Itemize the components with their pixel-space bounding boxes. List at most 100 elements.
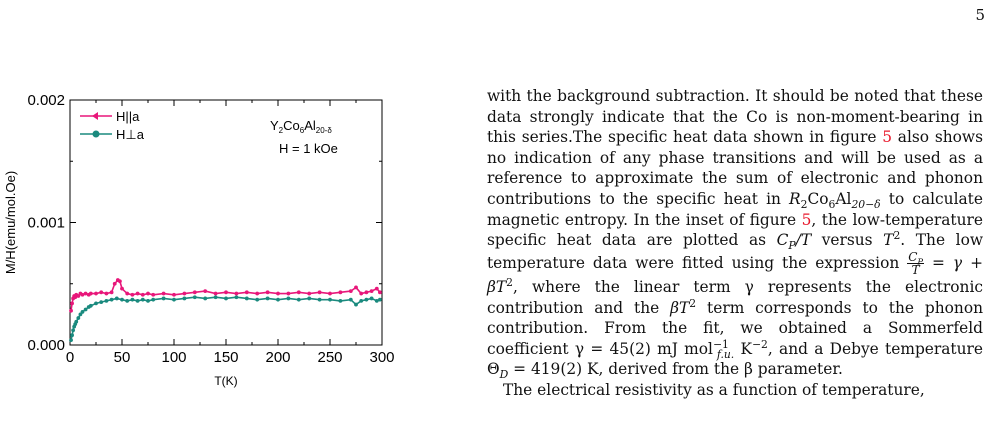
data-point-series-2 xyxy=(71,328,76,333)
text-segment: K xyxy=(734,339,753,358)
math-symbol: βT xyxy=(670,298,690,317)
data-point-series-1 xyxy=(109,290,114,295)
math-superscript: 2 xyxy=(506,275,514,289)
data-point-series-2 xyxy=(172,297,176,302)
data-point-series-1 xyxy=(328,291,332,296)
data-point-series-2 xyxy=(369,296,374,301)
math-subscript: P xyxy=(788,239,796,253)
x-tick-label: 50 xyxy=(114,349,131,366)
data-point-series-2 xyxy=(161,296,166,301)
data-point-series-2 xyxy=(328,297,332,302)
fraction: CP T xyxy=(907,250,925,278)
data-point-series-1 xyxy=(69,308,73,313)
data-point-series-2 xyxy=(286,296,291,301)
annotation-subscript: 20-δ xyxy=(316,126,333,135)
data-point-series-1 xyxy=(364,290,369,295)
figure-reference[interactable]: 5 xyxy=(882,128,893,147)
data-point-series-1 xyxy=(130,292,135,297)
data-point-series-2 xyxy=(88,303,93,308)
text-segment: , where the linear term γ represents the… xyxy=(487,277,983,317)
fraction-numerator: CP xyxy=(907,250,925,267)
data-point-series-1 xyxy=(88,291,93,296)
data-point-series-1 xyxy=(70,301,74,306)
data-point-series-1 xyxy=(118,279,122,284)
text-segment: term corresponds to the phonon contribut… xyxy=(487,298,983,358)
series-line-1 xyxy=(70,279,381,311)
data-point-series-2 xyxy=(354,302,358,307)
x-tick-label: 250 xyxy=(317,349,342,366)
data-point-series-2 xyxy=(83,307,88,312)
data-point-series-2 xyxy=(276,297,280,302)
x-tick-label: 150 xyxy=(213,349,238,366)
paragraph-2: The electrical resistivity as a function… xyxy=(503,380,925,399)
math-superscript: 2 xyxy=(689,296,697,310)
legend-label-2: H⊥a xyxy=(116,127,145,142)
x-tick-label: 300 xyxy=(369,349,394,366)
annotation-subscript: 2 xyxy=(279,126,284,135)
annotation-subscript: 6 xyxy=(300,126,305,135)
data-point-series-2 xyxy=(114,296,119,301)
y-tick-label: 0.001 xyxy=(27,215,65,232)
data-point-series-2 xyxy=(265,296,270,301)
data-point-series-2 xyxy=(359,299,364,303)
annotation-text: Y xyxy=(270,118,279,133)
data-point-series-1 xyxy=(213,291,218,296)
data-point-series-1 xyxy=(135,291,140,296)
math-subscript: P xyxy=(917,256,924,267)
text-segment: . The low temperature data were fitted u… xyxy=(487,231,984,272)
data-point-series-2 xyxy=(125,299,130,303)
fraction-denominator: T xyxy=(911,263,920,278)
data-point-series-2 xyxy=(151,297,156,302)
data-point-series-1 xyxy=(244,290,249,295)
data-point-series-2 xyxy=(109,297,114,302)
magnetization-chart: 0 50 100 150 200 250 300 0.000 0.001 0.002 T(K) M/H… xyxy=(3,92,395,388)
data-point-series-1 xyxy=(172,292,176,297)
data-point-series-2 xyxy=(140,297,145,302)
data-point-series-1 xyxy=(286,291,291,296)
text-segment: , and a Debye temperature Θ xyxy=(487,339,983,379)
text-segment: versus xyxy=(811,231,884,250)
data-point-series-2 xyxy=(255,297,260,302)
data-point-series-2 xyxy=(374,299,379,303)
math-superscript: −1 xyxy=(712,337,729,351)
data-point-series-1 xyxy=(348,289,353,293)
annotation-text: Al xyxy=(304,118,316,133)
legend-label-1: H||a xyxy=(116,109,140,124)
math-symbol: C xyxy=(776,231,789,250)
x-axis-label: T(K) xyxy=(214,374,237,388)
data-point-series-2 xyxy=(364,297,369,302)
data-point-series-2 xyxy=(104,299,109,303)
math-subscript: 20−δ xyxy=(851,198,881,212)
text-segment: = 419(2) K, derived from the β parameter… xyxy=(508,360,843,379)
data-point-series-1 xyxy=(112,281,117,286)
data-point-series-1 xyxy=(338,290,343,295)
data-point-series-1 xyxy=(359,291,364,296)
data-point-series-2 xyxy=(135,299,140,303)
data-point-series-2 xyxy=(348,297,353,302)
data-point-series-2 xyxy=(69,338,73,342)
data-point-series-2 xyxy=(296,297,301,302)
data-point-series-1 xyxy=(192,290,197,295)
math-superscript: 2 xyxy=(893,229,901,243)
data-point-series-1 xyxy=(234,291,239,296)
figure-reference[interactable]: 5 xyxy=(801,210,812,229)
data-point-series-2 xyxy=(76,316,81,320)
data-point-series-1 xyxy=(317,290,322,295)
data-point-series-2 xyxy=(192,295,197,300)
math-subscript: 6 xyxy=(828,198,836,212)
data-point-series-2 xyxy=(307,296,312,301)
math-subscript: 2 xyxy=(800,198,808,212)
data-point-series-2 xyxy=(70,333,74,338)
data-point-series-1 xyxy=(354,285,358,290)
page-number: 5 xyxy=(975,6,985,24)
data-point-series-1 xyxy=(378,290,382,295)
data-point-series-1 xyxy=(307,291,312,296)
annotation-compound: Y2Co6Al20-δ xyxy=(270,118,332,135)
math-subscript: D xyxy=(499,368,509,382)
data-point-series-1 xyxy=(224,290,228,295)
math-subscript: f.u. xyxy=(716,347,735,361)
x-tick-label: 100 xyxy=(161,349,186,366)
data-point-series-1 xyxy=(146,291,150,296)
math-superscript: −2 xyxy=(752,337,768,351)
y-tick-label: 0.002 xyxy=(27,92,65,109)
